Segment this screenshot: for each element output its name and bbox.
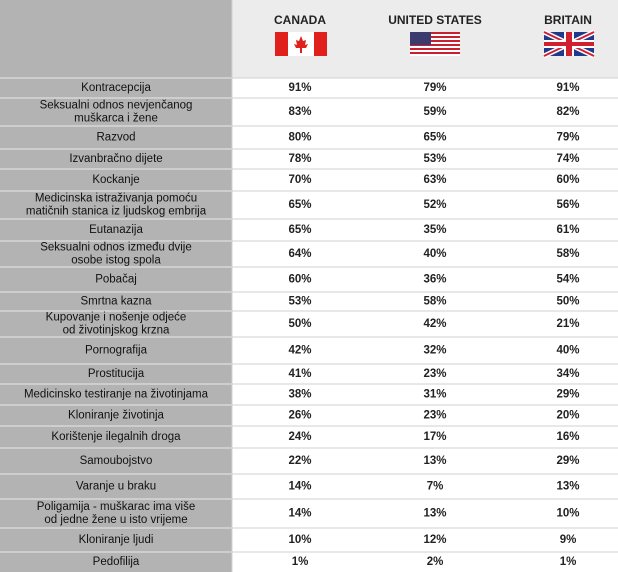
cell-value: 10%: [288, 534, 311, 546]
cell-value: 42%: [288, 345, 311, 357]
row-label: Izvanbračno dijete: [69, 153, 162, 165]
cell-value: 82%: [556, 106, 579, 118]
cell-value: 65%: [423, 132, 446, 144]
row-label: Medicinska istraživanja pomoću: [35, 193, 197, 205]
row-label: Poligamija - muškarac ima više: [37, 501, 196, 513]
cell-value: 91%: [556, 82, 579, 94]
cell-value: 64%: [288, 248, 311, 260]
cell-value: 54%: [556, 274, 579, 286]
flag-canada: [275, 32, 327, 56]
row-label: Seksualni odnos između dvije: [40, 242, 192, 254]
cell-value: 91%: [288, 82, 311, 94]
row-label: Eutanazija: [89, 224, 143, 236]
row-label: muškarca i žene: [74, 113, 158, 125]
cell-value: 13%: [423, 455, 446, 467]
column-header: BRITAIN: [544, 13, 592, 27]
cell-value: 22%: [288, 455, 311, 467]
row-label: Razvod: [97, 132, 136, 144]
row-label: Medicinsko testiranje na životinjama: [24, 389, 209, 401]
cell-value: 58%: [423, 296, 446, 308]
cell-value: 56%: [556, 199, 579, 211]
cell-value: 14%: [288, 481, 311, 493]
row-label: Kupovanje i nošenje odjeće: [46, 312, 187, 324]
cell-value: 29%: [556, 455, 579, 467]
label-column-bg: [0, 0, 232, 572]
row-label: od jedne žene u isto vrijeme: [44, 514, 187, 526]
row-label: Pobačaj: [95, 274, 137, 286]
row-label: Kloniranje ljudi: [79, 534, 154, 546]
cell-value: 23%: [423, 368, 446, 380]
cell-value: 53%: [288, 296, 311, 308]
row-label: Varanje u braku: [76, 481, 156, 493]
cell-value: 17%: [423, 431, 446, 443]
row-label: Samoubojstvo: [80, 455, 153, 467]
cell-value: 10%: [556, 508, 579, 520]
row-label: matičnih stanica iz ljudskog embrija: [26, 206, 207, 218]
cell-value: 12%: [423, 534, 446, 546]
row-label: Seksualni odnos nevjenčanog: [40, 100, 193, 112]
cell-value: 29%: [556, 389, 579, 401]
cell-value: 40%: [556, 345, 579, 357]
cell-value: 36%: [423, 274, 446, 286]
cell-value: 23%: [423, 410, 446, 422]
cell-value: 79%: [556, 132, 579, 144]
cell-value: 83%: [288, 106, 311, 118]
cell-value: 9%: [560, 534, 577, 546]
cell-value: 21%: [556, 318, 579, 330]
cell-value: 74%: [556, 153, 579, 165]
row-label: Kloniranje životinja: [68, 410, 164, 422]
column-header: CANADA: [274, 13, 326, 27]
row-label: Smrtna kazna: [81, 296, 153, 308]
cell-value: 38%: [288, 389, 311, 401]
cell-value: 34%: [556, 368, 579, 380]
cell-value: 53%: [423, 153, 446, 165]
cell-value: 1%: [292, 556, 309, 568]
row-label: Kontracepcija: [81, 82, 151, 94]
cell-value: 32%: [423, 345, 446, 357]
cell-value: 24%: [288, 431, 311, 443]
cell-value: 60%: [288, 274, 311, 286]
cell-value: 65%: [288, 199, 311, 211]
cell-value: 42%: [423, 318, 446, 330]
flag-us: [410, 32, 460, 56]
cell-value: 50%: [556, 296, 579, 308]
cell-value: 65%: [288, 224, 311, 236]
row-label: Pornografija: [85, 345, 148, 357]
row-label: Pedofilija: [93, 556, 140, 568]
cell-value: 59%: [423, 106, 446, 118]
cell-value: 79%: [423, 82, 446, 94]
row-label: Prostitucija: [88, 368, 145, 380]
cell-value: 13%: [556, 481, 579, 493]
cell-value: 2%: [427, 556, 444, 568]
cell-value: 7%: [427, 481, 444, 493]
row-label: od životinjskog krzna: [63, 325, 170, 337]
cell-value: 16%: [556, 431, 579, 443]
cell-value: 14%: [288, 508, 311, 520]
cell-value: 1%: [560, 556, 577, 568]
cell-value: 70%: [288, 174, 311, 186]
flag-uk: [542, 29, 596, 59]
cell-value: 40%: [423, 248, 446, 260]
cell-value: 26%: [288, 410, 311, 422]
cell-value: 52%: [423, 199, 446, 211]
cell-value: 60%: [556, 174, 579, 186]
cell-value: 78%: [288, 153, 311, 165]
row-label: osobe istog spola: [71, 255, 161, 267]
cell-value: 13%: [423, 508, 446, 520]
cell-value: 58%: [556, 248, 579, 260]
cell-value: 80%: [288, 132, 311, 144]
cell-value: 35%: [423, 224, 446, 236]
column-header: UNITED STATES: [388, 13, 482, 27]
cell-value: 50%: [288, 318, 311, 330]
cell-value: 63%: [423, 174, 446, 186]
cell-value: 61%: [556, 224, 579, 236]
row-label: Korištenje ilegalnih droga: [51, 431, 181, 443]
cell-value: 41%: [288, 368, 311, 380]
cell-value: 20%: [556, 410, 579, 422]
cell-value: 31%: [423, 389, 446, 401]
row-label: Kockanje: [92, 174, 139, 186]
